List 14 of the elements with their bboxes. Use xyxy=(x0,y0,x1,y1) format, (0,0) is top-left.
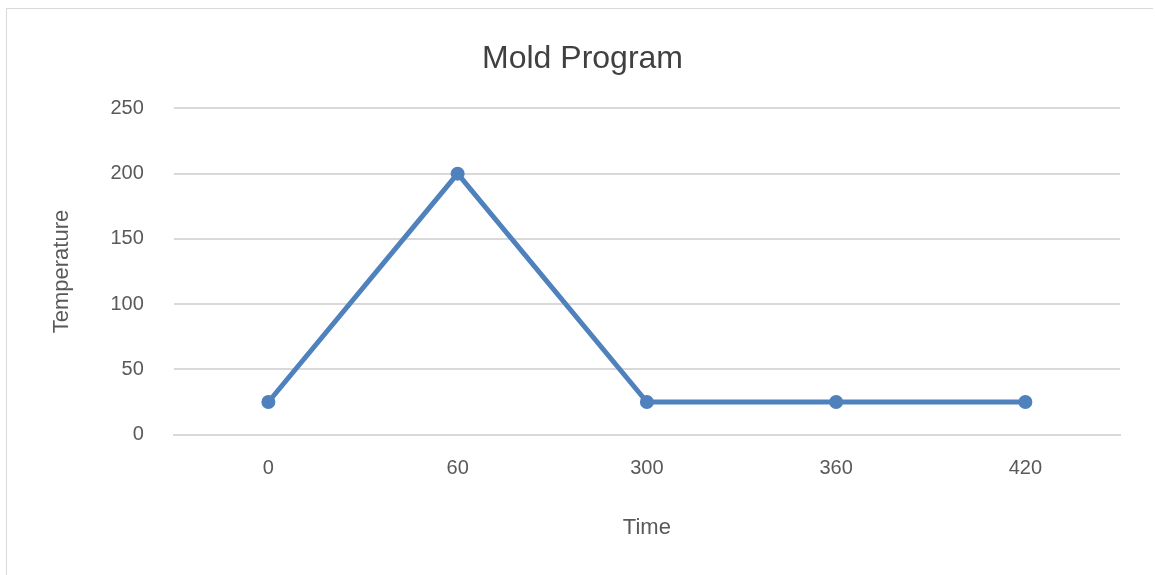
x-tick-label: 300 xyxy=(630,456,664,479)
y-axis-title: Temperature xyxy=(48,209,74,334)
x-tick-label: 420 xyxy=(1008,456,1043,479)
y-tick-label: 250 xyxy=(110,95,144,118)
x-axis-title: Time xyxy=(622,513,671,539)
y-tick-label: 150 xyxy=(110,226,144,249)
y-tick-label: 0 xyxy=(132,422,144,445)
chart-title: Mold Program xyxy=(482,39,683,76)
y-tick-label: 200 xyxy=(110,161,144,184)
y-tick-label: 50 xyxy=(121,356,144,379)
x-tick-label: 360 xyxy=(819,456,853,479)
y-tick-label: 100 xyxy=(110,291,144,314)
x-tick-label: 60 xyxy=(446,456,469,479)
x-tick-label: 0 xyxy=(262,456,274,479)
